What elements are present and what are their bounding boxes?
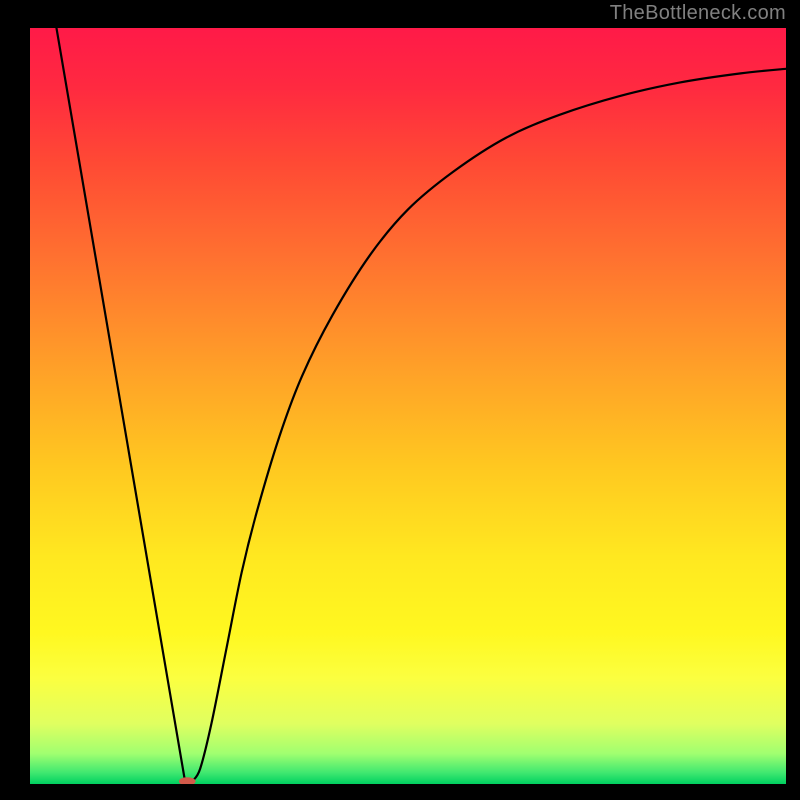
chart-container: TheBottleneck.com xyxy=(0,0,800,800)
watermark-text: TheBottleneck.com xyxy=(610,2,786,25)
gradient-background xyxy=(30,28,786,784)
plot-area xyxy=(30,28,786,784)
bottleneck-chart xyxy=(30,28,786,784)
